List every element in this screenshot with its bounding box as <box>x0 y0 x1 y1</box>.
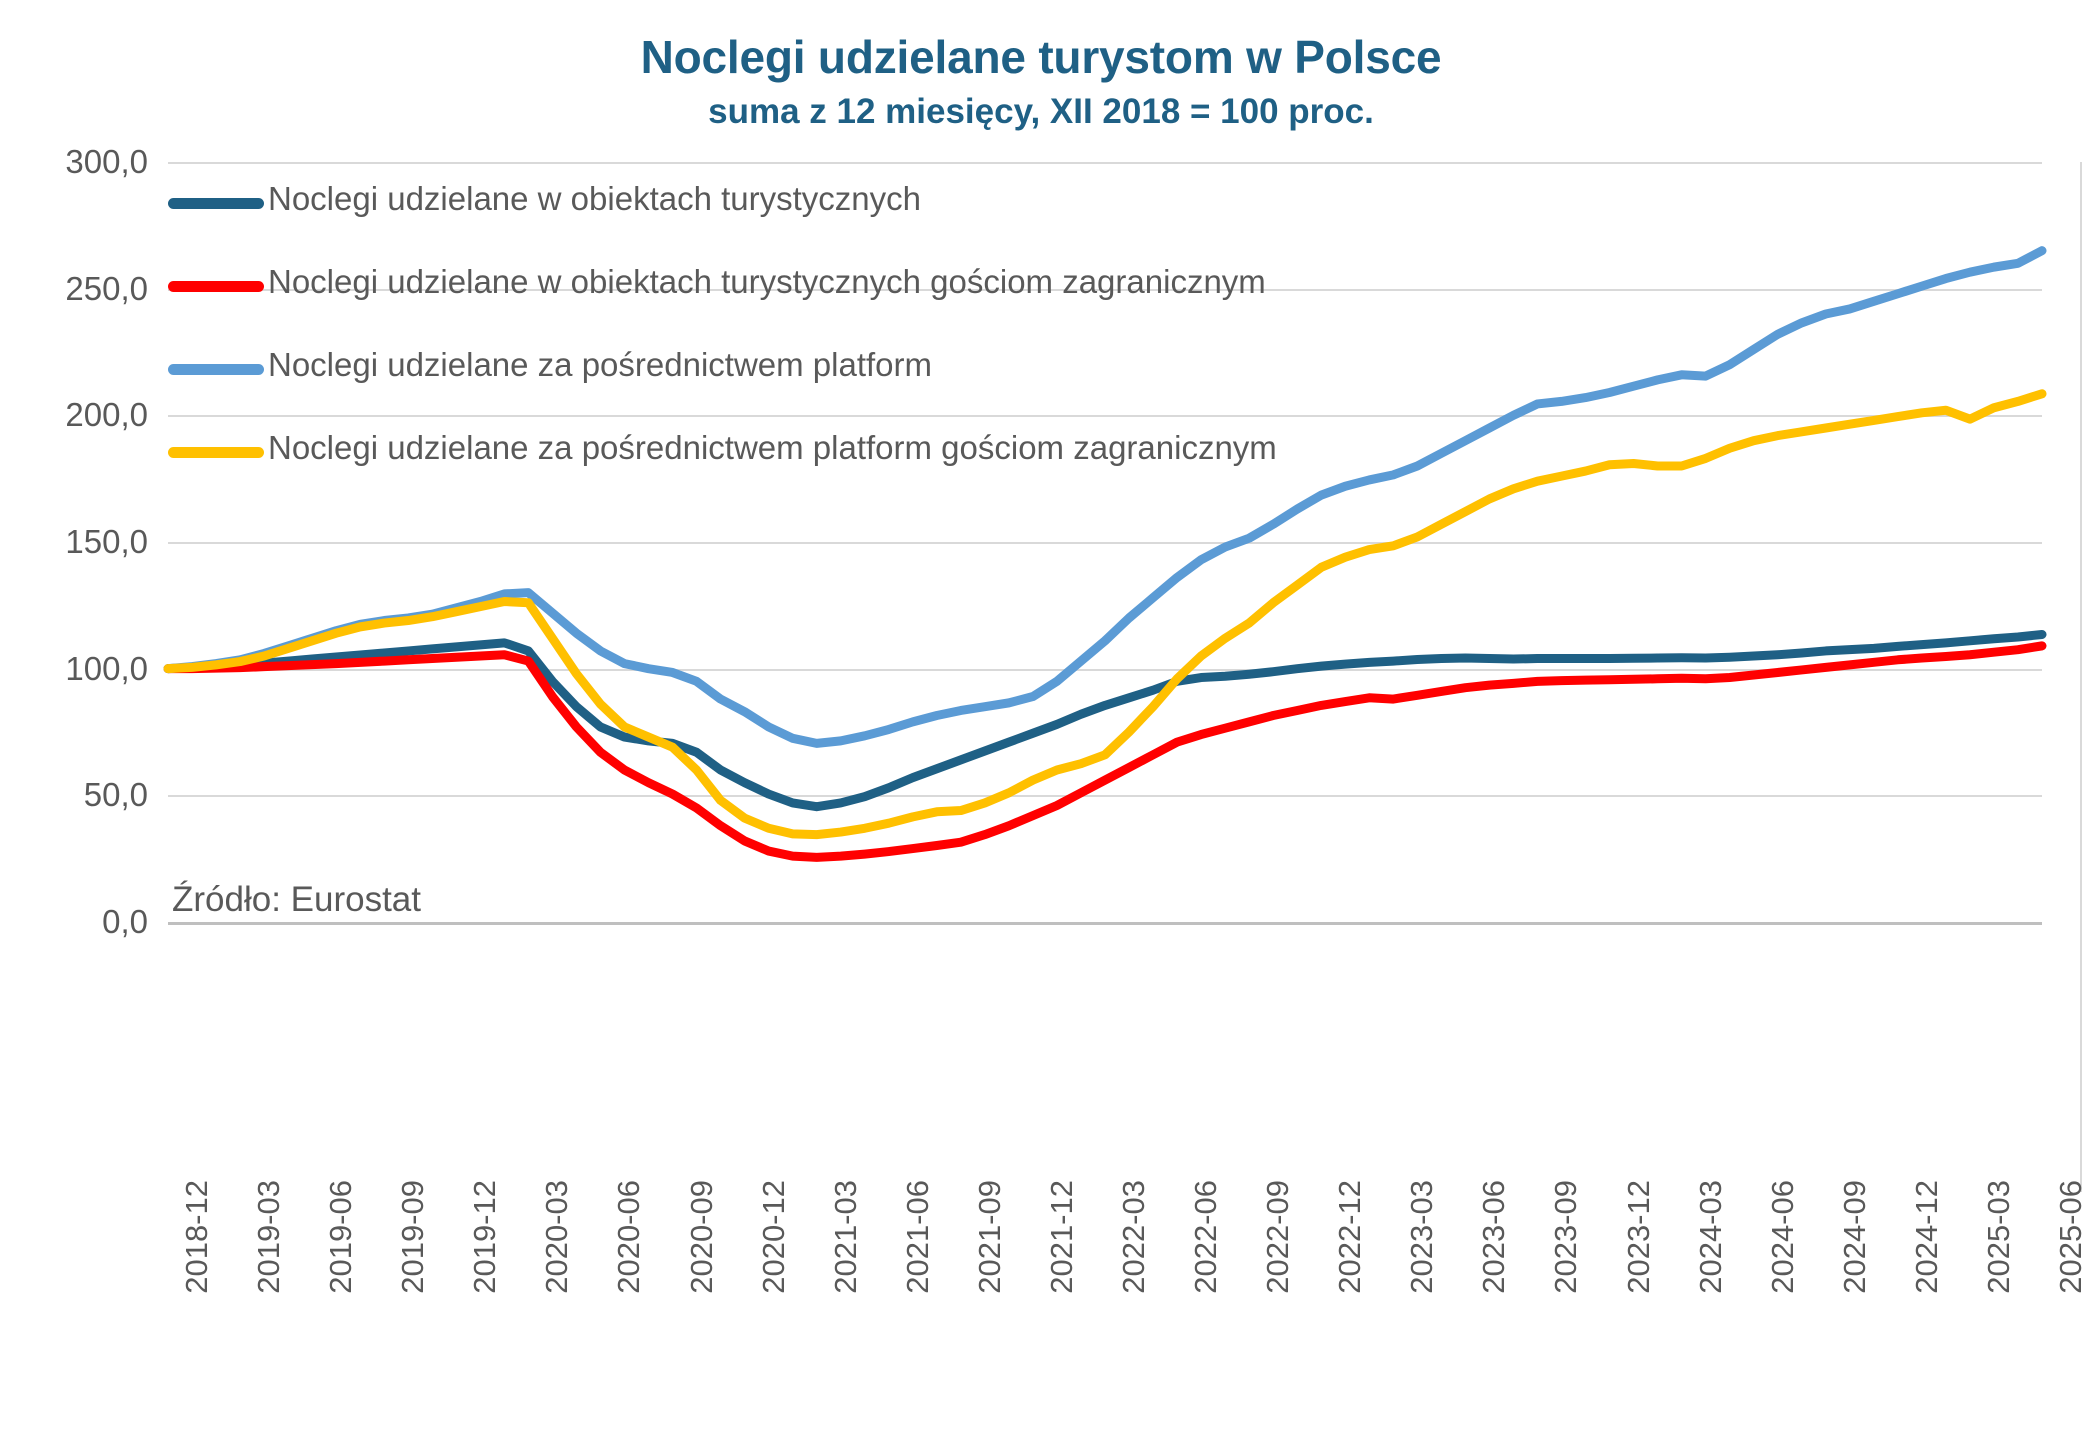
gridline <box>168 795 2042 798</box>
series-line <box>163 641 2047 862</box>
source-note: Źródło: Eurostat <box>172 880 421 919</box>
x-axis-tick-label: 2022-09 <box>1260 1180 1296 1294</box>
y-axis-labels: 0,0 50,0 100,0 150,0 200,0 250,0 300,0 <box>0 143 160 940</box>
x-axis-tick-label: 2019-12 <box>467 1180 503 1294</box>
plot-right-border <box>2080 162 2082 1192</box>
legend-label: Noclegi udzielane w obiektach turystyczn… <box>268 262 1266 300</box>
legend-color-swatch <box>168 446 264 458</box>
series-line <box>163 629 2047 812</box>
x-axis-tick-label: 2024-06 <box>1764 1180 1800 1294</box>
x-axis-tick-label: 2020-03 <box>539 1180 575 1294</box>
y-axis-tick-label: 250,0 <box>65 269 148 307</box>
x-axis-tick-label: 2022-03 <box>1116 1180 1151 1294</box>
x-axis-tick-label: 2021-09 <box>971 1180 1007 1294</box>
x-axis-tick-label: 2020-09 <box>683 1180 719 1294</box>
x-axis-tick-label: 2019-03 <box>251 1180 287 1294</box>
y-axis-tick-label: 150,0 <box>65 523 148 560</box>
x-axis-tick-label: 2021-06 <box>899 1180 935 1294</box>
gridline <box>168 415 2042 418</box>
chart-legend: Noclegi udzielane w obiektach turystyczn… <box>168 180 1368 512</box>
y-axis-tick-label: 300,0 <box>65 143 148 180</box>
y-axis-tick-label: 200,0 <box>65 396 148 434</box>
series-lines <box>163 246 2047 862</box>
x-axis-tick-label: 2022-06 <box>1188 1180 1224 1294</box>
x-axis-tick-label: 2020-12 <box>755 1180 791 1294</box>
gridline <box>168 668 2042 671</box>
legend-label: Noclegi udzielane w obiektach turystyczn… <box>268 180 921 217</box>
x-axis-tick-label: 2021-03 <box>827 1180 863 1294</box>
legend-label: Noclegi udzielane za pośrednictwem platf… <box>268 428 1277 466</box>
x-axis-labels: 2018-12 2019-03 2019-06 2019-09 2019-12 2020-… <box>168 932 2082 1294</box>
x-axis-tick-label: 2023-03 <box>1404 1180 1440 1294</box>
x-axis-tick-label: 2022-12 <box>1332 1180 1368 1294</box>
legend-item-1[interactable]: Noclegi udzielane w obiektach turystyczn… <box>168 180 1368 219</box>
x-axis-tick-label: 2024-09 <box>1836 1180 1872 1294</box>
legend-color-swatch <box>168 198 264 209</box>
series-line <box>163 246 2047 748</box>
legend-item-3[interactable]: Noclegi udzielane za pośrednictwem platf… <box>168 346 1368 385</box>
legend-item-2[interactable]: Noclegi udzielane w obiektach turystyczn… <box>168 263 1368 302</box>
x-axis-tick-label: 2018-12 <box>179 1180 214 1294</box>
gridline <box>168 162 2042 164</box>
y-axis-tick-label: 0,0 <box>102 903 148 940</box>
x-axis-tick-label: 2019-06 <box>323 1180 359 1294</box>
chart-subtitle: suma z 12 miesięcy, XII 2018 = 100 proc. <box>708 92 1374 131</box>
x-axis-tick-label: 2023-09 <box>1548 1180 1584 1294</box>
x-axis-tick-label: 2025-03 <box>1980 1180 2016 1294</box>
gridline <box>168 288 2042 291</box>
y-axis-tick-label: 100,0 <box>65 649 148 687</box>
legend-color-swatch <box>168 363 264 375</box>
x-axis-tick-label: 2023-12 <box>1620 1180 1656 1294</box>
plot-area <box>163 162 2047 925</box>
x-axis-tick-label: 2024-03 <box>1692 1180 1728 1294</box>
gridline <box>168 542 2042 544</box>
legend-label: Noclegi udzielane za pośrednictwem platf… <box>268 345 932 383</box>
x-axis-tick-label: 2021-12 <box>1043 1180 1079 1294</box>
x-axis-tick-label: 2019-09 <box>395 1180 431 1294</box>
chart-title: Noclegi udzielane turystom w Polsce <box>640 31 1442 83</box>
legend-item-4[interactable]: Noclegi udzielane za pośrednictwem platf… <box>168 429 1368 468</box>
gridline <box>168 922 2042 925</box>
x-axis-tick-label: 2025-06 <box>2053 1180 2082 1294</box>
legend-color-swatch <box>168 280 264 292</box>
series-line <box>163 389 2047 840</box>
x-axis-tick-label: 2023-06 <box>1476 1180 1512 1294</box>
y-axis-tick-label: 50,0 <box>83 776 148 814</box>
x-axis-tick-label: 2020-06 <box>611 1180 647 1294</box>
x-axis-tick-label: 2024-12 <box>1908 1180 1944 1294</box>
